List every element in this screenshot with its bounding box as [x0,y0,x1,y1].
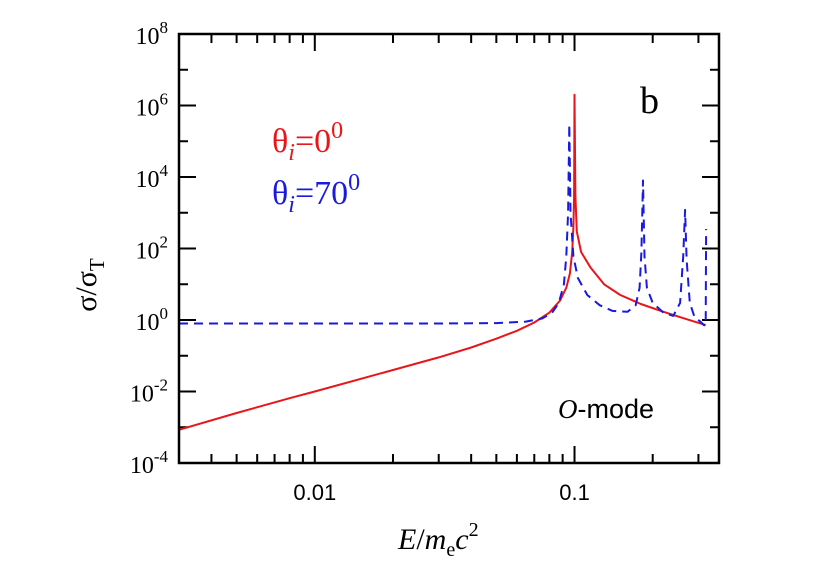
ylabel-sigma-2: σ [70,271,103,287]
y-tick-exponent: -2 [154,376,168,395]
y-axis-label: σ/σT [70,258,109,312]
legend-entry-theta-0: θi=00 [272,118,343,166]
xlabel-slash: / [416,523,425,556]
legend-sub-i: i [288,192,295,218]
xlabel-sub-e: e [446,539,455,561]
y-tick-label: 108 [136,18,169,50]
xlabel-m: m [425,523,447,556]
ylabel-sigma: σ [70,296,103,312]
y-tick-base: 10 [130,453,154,479]
x-tick-labels: 0.01 0.1 [293,480,589,505]
y-tick-label: 100 [136,304,169,336]
xlabel-sup-2: 2 [469,519,479,541]
x-tick-label: 0.1 [559,480,590,505]
legend-entry-theta-70: θi=700 [272,170,360,218]
legend-theta: θ [272,123,288,160]
y-tick-exponent: 2 [160,233,169,252]
y-tick-label: 102 [136,233,169,265]
legend-equals: =70 [295,175,348,212]
mode-annotation-italic: O [558,394,578,424]
y-tick-base: 10 [136,310,160,336]
curves [178,93,708,431]
series-theta-0-line [178,93,706,431]
x-axis-label: E/mec2 [397,519,479,561]
y-tick-base: 10 [130,382,154,408]
y-tick-base: 10 [136,24,160,50]
mode-annotation-rest: -mode [578,394,655,424]
y-tick-exponent: 8 [160,18,169,37]
xlabel-c: c [455,523,468,556]
y-tick-base: 10 [136,96,160,122]
y-tick-exponent: 4 [160,161,169,180]
x-tick-label: 0.01 [293,480,336,505]
y-tick-base: 10 [136,167,160,193]
ylabel-slash: / [70,287,103,296]
y-tick-label: 10-2 [130,376,168,408]
y-tick-exponent: 0 [160,304,169,323]
y-tick-label: 104 [136,161,169,193]
legend-equals: =0 [295,123,331,160]
legend-sup: 0 [331,118,343,144]
mode-annotation: O-mode [558,394,654,424]
series-theta-70-line [179,123,708,327]
y-tick-label: 106 [136,90,169,122]
y-tick-label: 10-4 [130,447,169,479]
plot-frame [177,32,721,465]
y-tick-exponent: 6 [160,90,169,109]
y-tick-base: 10 [136,239,160,265]
panel-label: b [640,80,659,122]
legend-theta: θ [272,175,288,212]
legend-sup: 0 [348,170,360,196]
y-tick-exponent: -4 [154,447,169,466]
xlabel-e: E [397,523,416,556]
legend-sub-i: i [288,140,295,166]
ylabel-sub-t: T [85,258,109,271]
